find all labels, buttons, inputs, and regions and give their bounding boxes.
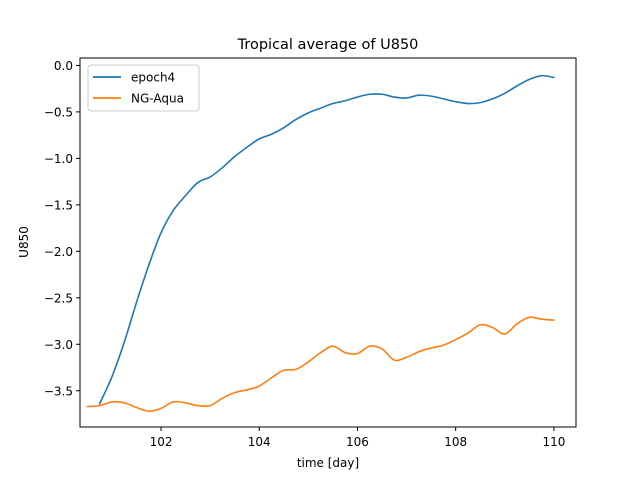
plot-area [86, 74, 555, 413]
legend-label: epoch4 [131, 71, 175, 85]
chart-title: Tropical average of U850 [237, 37, 419, 53]
y-tick-label: −1.5 [44, 198, 73, 212]
y-axis-label: U850 [17, 226, 31, 258]
y-tick-label: −3.0 [44, 338, 73, 352]
legend: epoch4 NG-Aqua [87, 64, 200, 112]
x-axis-label: time [day] [297, 456, 359, 470]
x-tick-label: 108 [444, 435, 467, 449]
legend-label: NG-Aqua [131, 92, 184, 106]
series-line-ng-aqua [86, 316, 555, 413]
series-line-epoch4 [98, 74, 555, 405]
y-axis: 0.0 −0.5 −1.0 −1.5 −2.0 −2.5 −3.0 −3.5 [44, 59, 80, 398]
x-tick-label: 110 [542, 435, 565, 449]
x-tick-label: 104 [248, 435, 271, 449]
y-tick-label: −1.0 [44, 152, 73, 166]
y-tick-label: −2.5 [44, 291, 73, 305]
y-tick-label: −2.0 [44, 245, 73, 259]
y-tick-label: −3.5 [44, 384, 73, 398]
axes-frame [79, 57, 577, 428]
x-tick-label: 106 [346, 435, 369, 449]
x-axis: 102 104 106 108 110 [150, 427, 565, 449]
x-tick-label: 102 [150, 435, 173, 449]
y-tick-label: −0.5 [44, 105, 73, 119]
y-tick-label: 0.0 [54, 59, 73, 73]
